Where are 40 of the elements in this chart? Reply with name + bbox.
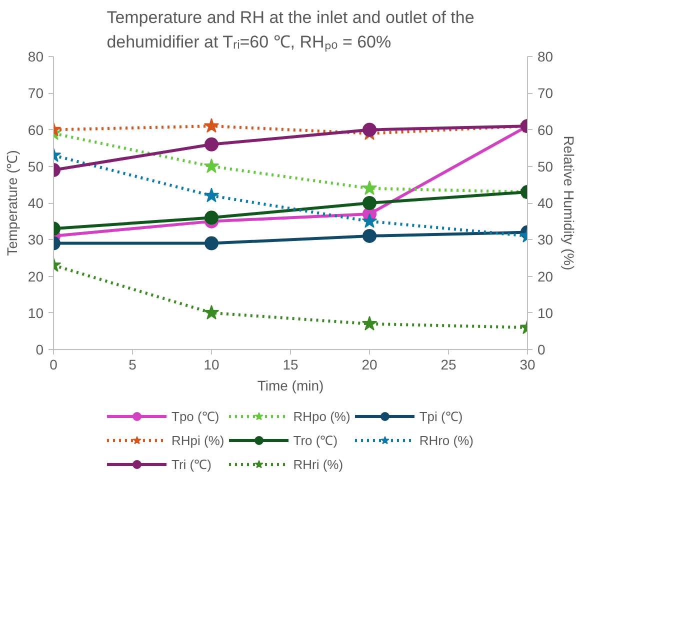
y2-tick-label: 0 — [538, 342, 546, 358]
chart-title: Temperature and RH at the inlet and outlet of the dehumidifier at Tᵣᵢ=60 ℃, RHₚₒ = 60% — [106, 8, 474, 52]
legend-label: RHpi (%) — [172, 432, 224, 448]
x-tick-label: 15 — [282, 356, 298, 372]
y-tick-label: 70 — [28, 85, 44, 102]
legend-label: Tro (℃) — [293, 432, 338, 449]
x-tick-label: 20 — [362, 356, 378, 372]
y2-tick-label: 30 — [538, 232, 554, 248]
y-tick-label: 80 — [28, 48, 44, 64]
point — [204, 118, 220, 133]
legend-label: RHro (%) — [419, 432, 474, 448]
x-axis-title: Time (min) — [257, 378, 324, 394]
legend-label: Tpi (℃) — [419, 408, 463, 425]
legend-label: RHpo (%) — [293, 408, 350, 424]
point — [362, 180, 378, 195]
y2-axis-title: Relative Humidity (%) — [561, 136, 578, 270]
y2-tick-label: 50 — [538, 158, 554, 174]
y2-tick-label: 10 — [538, 304, 554, 321]
y-tick-label: 60 — [28, 122, 44, 138]
y-tick-label: 0 — [36, 342, 44, 358]
y-tick-label: 20 — [28, 268, 44, 284]
y-tick-label: 10 — [28, 304, 44, 321]
y-tick-label: 30 — [28, 232, 44, 248]
y2-tick-label: 70 — [538, 85, 554, 102]
x-tick-label: 5 — [128, 356, 137, 372]
y-tick-label: 40 — [28, 195, 44, 211]
legend-label: RHri (%) — [293, 456, 344, 472]
y2-tick-label: 60 — [538, 122, 554, 138]
x-tick-label: 0 — [50, 356, 58, 372]
x-tick-label: 25 — [440, 356, 456, 372]
y-tick-label: 50 — [28, 158, 44, 174]
y2-tick-label: 40 — [538, 195, 554, 211]
y-axis-title: Temperature (℃) — [4, 150, 20, 256]
legend-label: Tpo (℃) — [172, 408, 220, 425]
x-tick-label: 10 — [204, 356, 220, 372]
point — [204, 158, 220, 173]
y2-tick-label: 20 — [538, 268, 554, 284]
y2-tick-label: 80 — [538, 48, 554, 64]
legend-label: Tri (℃) — [172, 456, 212, 473]
x-tick-label: 30 — [520, 356, 536, 372]
